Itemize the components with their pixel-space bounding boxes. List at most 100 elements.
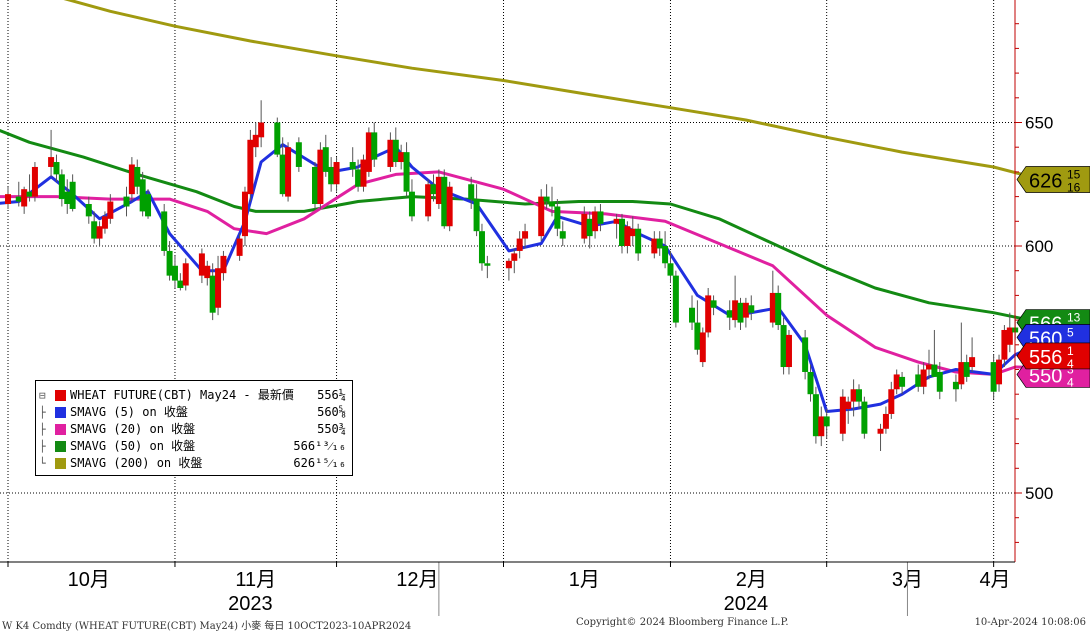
candle-body [505, 260, 512, 269]
candle-body [699, 332, 706, 363]
legend-value: 560⅝ [317, 405, 346, 419]
candle-body [662, 246, 669, 264]
candle-body [920, 369, 927, 387]
candle-body [1001, 329, 1008, 360]
candle-body [656, 238, 663, 249]
year-label: 2024 [724, 593, 769, 615]
candle-body [64, 191, 71, 205]
x-tick-label: 4月 [979, 569, 1010, 591]
candle-body [355, 169, 362, 187]
candle-body [220, 255, 227, 274]
tree-branch-icon: ├ [39, 440, 46, 453]
legend-value: 550¾ [317, 422, 346, 436]
candle-body [823, 416, 830, 427]
legend-swatch [55, 424, 66, 435]
price-tag-fraction-num: 1 [1067, 344, 1074, 358]
x-tick-label: 10月 [68, 569, 110, 591]
candle-body [996, 359, 1003, 385]
candle-body [672, 275, 679, 323]
candle-body [635, 228, 642, 254]
x-tick-label: 12月 [396, 569, 438, 591]
tree-icon: ⊟ [39, 389, 46, 402]
candle-body [435, 176, 442, 205]
x-tick-label: 11月 [235, 569, 276, 591]
candle-body [586, 218, 593, 237]
legend-value: 556¼ [317, 388, 346, 402]
candle-body [592, 211, 599, 232]
candle-body [58, 174, 65, 200]
candle-body [177, 280, 184, 288]
candle-body [31, 166, 38, 197]
candle-body [236, 238, 243, 256]
moving-average-lines [0, 0, 1043, 413]
candle-body [322, 147, 329, 172]
price-tag-value: 626 [1029, 170, 1062, 192]
candle-body [204, 265, 211, 279]
candle-body [5, 194, 11, 205]
candle-body [328, 166, 335, 185]
candle-body [689, 307, 696, 323]
price-tag-fraction-num: 15 [1067, 167, 1081, 181]
candle-body [134, 166, 141, 187]
candle-body [403, 152, 410, 192]
candle-body [877, 428, 884, 434]
tree-branch-icon: ├ [39, 406, 46, 419]
sma-line-sma50 [0, 129, 1043, 325]
candle-body [893, 374, 900, 390]
candle-body [279, 154, 286, 195]
legend-value: 566¹³⁄₁₆ [293, 439, 346, 453]
candle-body [958, 362, 965, 385]
price-tags: 62615165661356055503455614 [1016, 166, 1090, 389]
candle-body [667, 263, 674, 276]
candle-body [845, 401, 852, 410]
x-tick-label: 1月 [569, 569, 600, 591]
candle-body [441, 176, 448, 227]
candle-body [387, 139, 394, 167]
legend-swatch [55, 390, 66, 401]
candle-body [710, 300, 717, 308]
footer-copyright: Copyright© 2024 Bloomberg Finance L.P. [576, 617, 789, 628]
candle-body [624, 226, 631, 246]
candle-body [215, 268, 222, 308]
candle-body [629, 228, 636, 237]
candle-body [559, 231, 566, 239]
candle-body [812, 394, 819, 437]
candle-body [694, 322, 701, 350]
candle-body [522, 231, 529, 239]
legend-swatch [55, 407, 66, 418]
candle-body [365, 132, 372, 172]
candle-body [737, 302, 744, 323]
candle-body [538, 196, 545, 237]
candle-body [936, 371, 943, 392]
price-tag-box [1016, 342, 1090, 370]
price-tag-fraction-den: 4 [1067, 357, 1074, 371]
candle-body [285, 147, 292, 197]
tree-branch-icon: ├ [39, 423, 46, 436]
candle-body [882, 413, 889, 429]
candle-body [742, 302, 749, 318]
candle-body [26, 191, 33, 197]
candle-body [769, 292, 776, 323]
y-tick-label: 500 [1025, 484, 1053, 503]
candle-body [850, 389, 857, 402]
candle-body [145, 194, 152, 217]
candle-body [619, 218, 626, 246]
candle-body [171, 265, 178, 281]
price-tag-fraction-num: 3 [1067, 362, 1074, 376]
candle-body [139, 179, 146, 212]
price-tag-last: 556 14 [1016, 342, 1090, 371]
candle-body [963, 362, 970, 377]
candle-body [392, 139, 399, 163]
candle-body [15, 196, 22, 202]
candle-body [581, 213, 588, 239]
candle-body [543, 196, 550, 202]
candle-body [209, 275, 216, 313]
sma-line-sma20 [0, 170, 1043, 376]
legend-label: SMAVG (200) on 收盤 [70, 456, 203, 470]
legend-swatch [55, 441, 66, 452]
y-tick-label: 600 [1025, 237, 1053, 256]
candle-body [69, 181, 76, 209]
legend-label: SMAVG (20) on 收盤 [70, 422, 196, 436]
footer-timestamp: 10-Apr-2024 10:08:06 [974, 617, 1086, 628]
candle-body [468, 184, 475, 200]
